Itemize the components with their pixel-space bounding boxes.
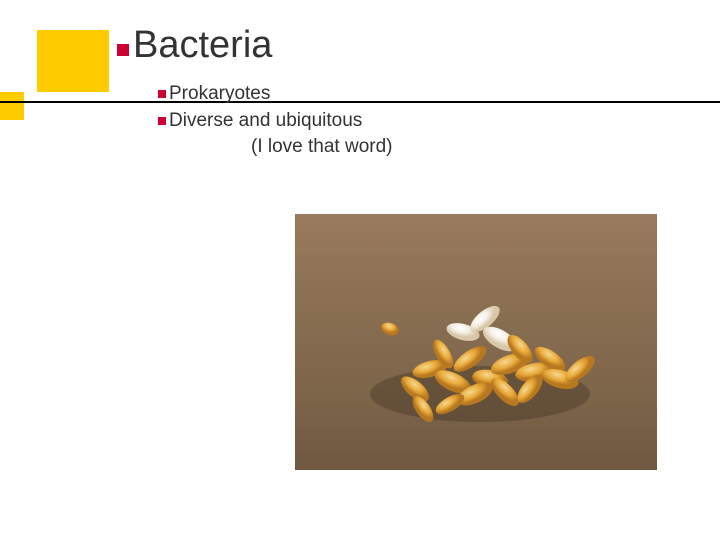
bullet-icon bbox=[117, 44, 129, 56]
list-item-text: Diverse and ubiquitous bbox=[169, 109, 362, 134]
aside-text: (I love that word) bbox=[251, 136, 393, 158]
list-item-text: Prokaryotes bbox=[169, 82, 270, 107]
bullet-icon bbox=[158, 117, 166, 125]
accent-block-bottom bbox=[0, 92, 24, 120]
bacteria-image bbox=[295, 214, 657, 470]
bullet-icon bbox=[158, 90, 166, 98]
list-item: Prokaryotes bbox=[158, 82, 362, 107]
list-item: Diverse and ubiquitous bbox=[158, 109, 362, 134]
sub-list: Prokaryotes Diverse and ubiquitous bbox=[158, 82, 362, 135]
slide-title: Bacteria bbox=[133, 24, 272, 67]
bacteria-micrograph-svg bbox=[295, 214, 657, 470]
accent-block-top bbox=[37, 30, 109, 92]
title-row: Bacteria bbox=[117, 24, 272, 67]
